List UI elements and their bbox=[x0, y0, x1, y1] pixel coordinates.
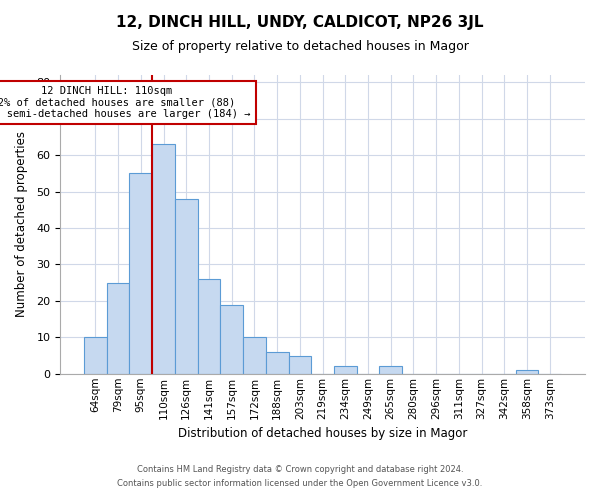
Bar bbox=[379, 366, 402, 374]
Bar bbox=[243, 338, 266, 374]
X-axis label: Distribution of detached houses by size in Magor: Distribution of detached houses by size … bbox=[178, 427, 467, 440]
Bar bbox=[220, 304, 243, 374]
Bar bbox=[107, 282, 130, 374]
Text: Contains HM Land Registry data © Crown copyright and database right 2024.
Contai: Contains HM Land Registry data © Crown c… bbox=[118, 466, 482, 487]
Bar bbox=[289, 356, 311, 374]
Bar bbox=[152, 144, 175, 374]
Bar bbox=[84, 338, 107, 374]
Bar bbox=[197, 279, 220, 374]
Bar bbox=[130, 174, 152, 374]
Bar bbox=[516, 370, 538, 374]
Text: 12, DINCH HILL, UNDY, CALDICOT, NP26 3JL: 12, DINCH HILL, UNDY, CALDICOT, NP26 3JL bbox=[116, 15, 484, 30]
Y-axis label: Number of detached properties: Number of detached properties bbox=[15, 132, 28, 318]
Bar bbox=[266, 352, 289, 374]
Bar bbox=[334, 366, 356, 374]
Text: 12 DINCH HILL: 110sqm
← 32% of detached houses are smaller (88)
67% of semi-deta: 12 DINCH HILL: 110sqm ← 32% of detached … bbox=[0, 86, 251, 119]
Bar bbox=[175, 199, 197, 374]
Text: Size of property relative to detached houses in Magor: Size of property relative to detached ho… bbox=[131, 40, 469, 53]
